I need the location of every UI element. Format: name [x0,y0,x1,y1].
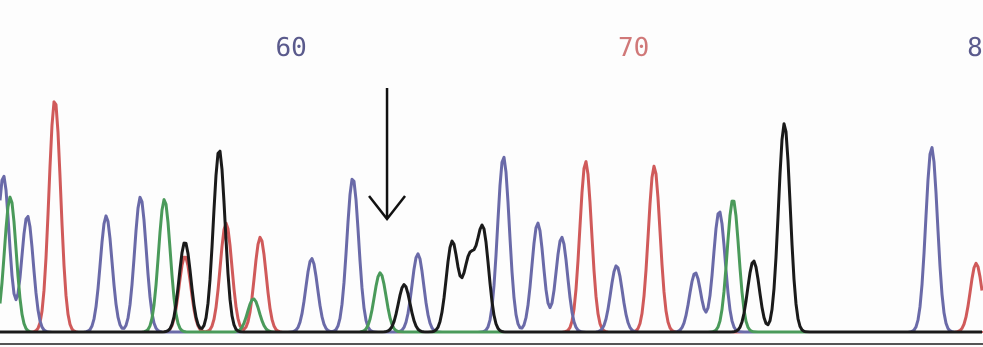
arrow-annotation [368,88,407,222]
trace-line-3 [0,122,982,334]
position-label-2: 8 [967,33,983,63]
position-label-0: 60 [275,33,306,63]
arrow-head [368,195,407,222]
position-label-1: 70 [618,33,649,63]
